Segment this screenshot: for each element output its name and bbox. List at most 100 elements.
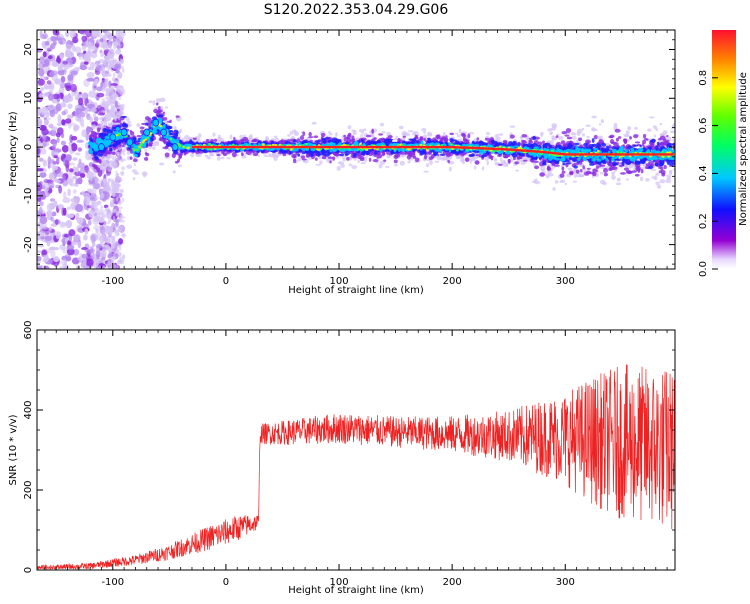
heatmap-noise-cell bbox=[119, 179, 123, 182]
heatmap-band-cell bbox=[155, 102, 159, 106]
heatmap-noise-cell bbox=[65, 118, 72, 124]
heatmap-band-cell bbox=[302, 131, 306, 136]
heatmap-noise-cell bbox=[55, 231, 61, 240]
heatmap-band-cell bbox=[537, 141, 543, 146]
heatmap-noise-cell bbox=[66, 244, 75, 250]
heatmap-band-cell bbox=[627, 126, 632, 131]
heatmap-band-cell bbox=[435, 151, 439, 154]
heatmap-band-cell bbox=[585, 124, 591, 128]
heatmap-band-cell bbox=[528, 140, 533, 144]
heatmap-noise-cell bbox=[107, 73, 112, 77]
heatmap-noise-cell bbox=[117, 229, 122, 233]
heatmap-band-cell bbox=[623, 158, 629, 164]
heatmap-band-cell bbox=[645, 177, 650, 182]
heatmap-noise-cell bbox=[37, 78, 45, 86]
heatmap-noise-cell bbox=[111, 155, 115, 160]
heatmap-band-cell bbox=[591, 138, 595, 143]
heatmap-band-cell bbox=[343, 134, 346, 138]
heatmap-noise-cell bbox=[102, 244, 105, 248]
heatmap-band-cell bbox=[558, 135, 564, 140]
heatmap-band-cell bbox=[621, 161, 625, 166]
heatmap-noise-cell bbox=[91, 106, 96, 113]
heatmap-noise-cell bbox=[93, 116, 99, 122]
heatmap-band-cell bbox=[628, 170, 633, 174]
heatmap-noise-cell bbox=[87, 219, 92, 226]
heatmap-band-cell bbox=[448, 166, 452, 172]
heatmap-noise-cell bbox=[66, 175, 75, 183]
heatmap-noise-cell bbox=[105, 207, 110, 212]
heatmap-noise-cell bbox=[115, 48, 122, 55]
heatmap-band-cell bbox=[274, 135, 278, 138]
heatmap-noise-cell bbox=[112, 197, 115, 203]
heatmap-band-cell bbox=[136, 123, 141, 127]
heatmap-band-cell bbox=[599, 172, 604, 175]
heatmap-noise-cell bbox=[100, 67, 104, 74]
heatmap-noise-cell bbox=[102, 73, 105, 79]
heatmap-band-cell bbox=[218, 134, 221, 139]
heatmap-noise-cell bbox=[108, 238, 113, 244]
heatmap-band-cell bbox=[157, 109, 163, 113]
heatmap-noise-cell bbox=[100, 54, 104, 58]
heatmap-noise-cell bbox=[65, 220, 73, 229]
heatmap-band-cell bbox=[660, 169, 666, 175]
heatmap-noise-cell bbox=[101, 86, 106, 93]
heatmap-band-cell bbox=[152, 100, 156, 106]
heatmap-noise-cell bbox=[120, 34, 124, 40]
heatmap-band-cell bbox=[206, 156, 211, 160]
heatmap-band-cell bbox=[173, 125, 177, 131]
heatmap-noise-cell bbox=[57, 34, 65, 39]
heatmap-noise-cell bbox=[58, 185, 63, 194]
heatmap-noise-cell bbox=[93, 206, 99, 212]
heatmap-band-cell bbox=[516, 158, 523, 163]
heatmap-band-cell bbox=[521, 159, 524, 163]
heatmap-noise-cell bbox=[77, 162, 85, 169]
heatmap-noise-cell bbox=[109, 62, 114, 68]
heatmap-noise-cell bbox=[113, 37, 116, 41]
heatmap-band-cell bbox=[133, 171, 140, 175]
heatmap-noise-cell bbox=[77, 227, 84, 233]
heatmap-noise-cell bbox=[50, 216, 54, 222]
heatmap-band-cell bbox=[144, 148, 148, 152]
heatmap-noise-cell bbox=[51, 202, 56, 208]
heatmap-band-cell bbox=[647, 128, 652, 132]
heatmap-noise-cell bbox=[114, 225, 119, 228]
heatmap-noise-cell bbox=[62, 197, 71, 204]
heatmap-noise-cell bbox=[110, 55, 114, 62]
heatmap-band-cell bbox=[634, 173, 640, 177]
heatmap-band-cell bbox=[245, 149, 252, 155]
heatmap-band-cell bbox=[625, 164, 632, 169]
heatmap-band-cell bbox=[365, 134, 372, 138]
heatmap-noise-cell bbox=[67, 144, 73, 153]
heatmap-noise-cell bbox=[74, 152, 81, 156]
heatmap-band-cell bbox=[662, 130, 668, 135]
heatmap-band-cell bbox=[427, 137, 431, 140]
heatmap-band-cell bbox=[321, 155, 327, 160]
heatmap-noise-cell bbox=[96, 265, 103, 269]
heatmap-noise-cell bbox=[81, 92, 88, 100]
heatmap-noise-cell bbox=[114, 58, 117, 62]
heatmap-band-cell bbox=[659, 122, 663, 126]
heatmap-noise-cell bbox=[121, 233, 125, 237]
heatmap-noise-cell bbox=[116, 172, 119, 178]
heatmap-band-cell bbox=[407, 160, 411, 164]
heatmap-band-cell bbox=[478, 153, 482, 158]
heatmap-noise-cell bbox=[44, 44, 51, 51]
heatmap-band-cell bbox=[552, 187, 556, 191]
heatmap-band-cell bbox=[591, 115, 597, 119]
heatmap-band-cell bbox=[103, 152, 108, 157]
heatmap-noise-cell bbox=[92, 182, 100, 189]
heatmap-band-cell bbox=[121, 144, 125, 148]
heatmap-noise-cell bbox=[54, 78, 62, 85]
heatmap-band-cell bbox=[96, 127, 101, 133]
heatmap-noise-cell bbox=[96, 243, 103, 249]
heatmap-noise-cell bbox=[104, 96, 110, 100]
heatmap-band-cell bbox=[497, 154, 503, 157]
heatmap-band-cell bbox=[641, 143, 645, 147]
heatmap-band-cell bbox=[308, 132, 312, 137]
heatmap-band-cell bbox=[395, 135, 398, 139]
heatmap-band-cell bbox=[573, 165, 578, 169]
heatmap-noise-cell bbox=[77, 30, 86, 34]
heatmap-band-cell bbox=[346, 134, 351, 140]
heatmap-noise-cell bbox=[114, 100, 119, 108]
heatmap-band-cell bbox=[383, 159, 387, 162]
